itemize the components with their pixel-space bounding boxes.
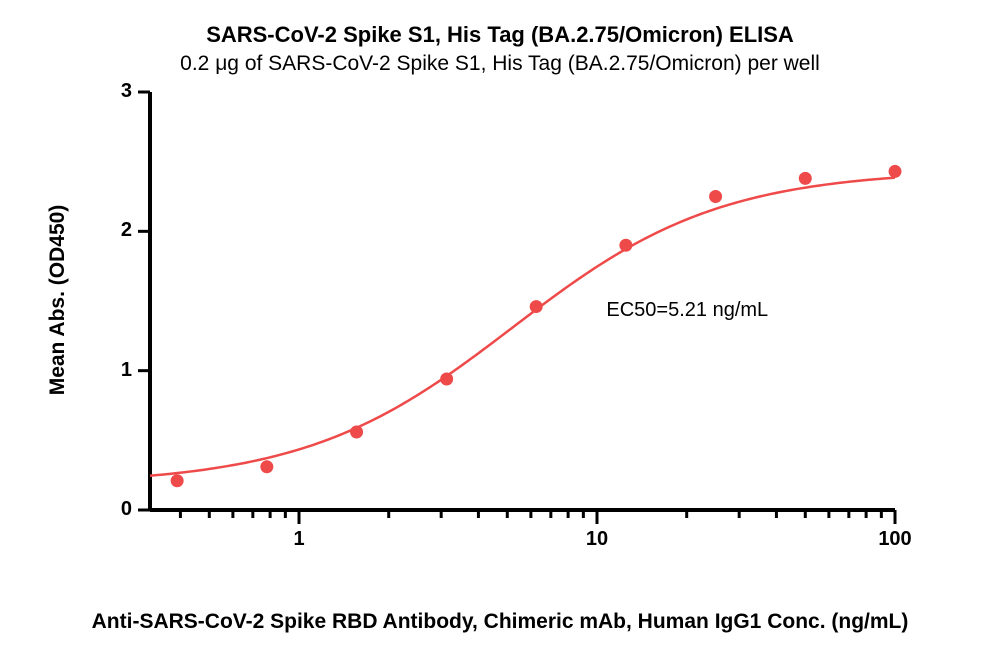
ytick-label: 0 bbox=[102, 498, 132, 521]
xtick-label: 10 bbox=[586, 528, 608, 551]
ytick-label: 1 bbox=[102, 359, 132, 382]
ytick-label: 3 bbox=[102, 80, 132, 103]
elisa-chart: SARS-CoV-2 Spike S1, His Tag (BA.2.75/Om… bbox=[0, 0, 1000, 662]
xtick-label: 100 bbox=[878, 528, 911, 551]
plot-svg bbox=[0, 0, 1000, 662]
xtick-label: 1 bbox=[293, 528, 304, 551]
ytick-label: 2 bbox=[102, 219, 132, 242]
